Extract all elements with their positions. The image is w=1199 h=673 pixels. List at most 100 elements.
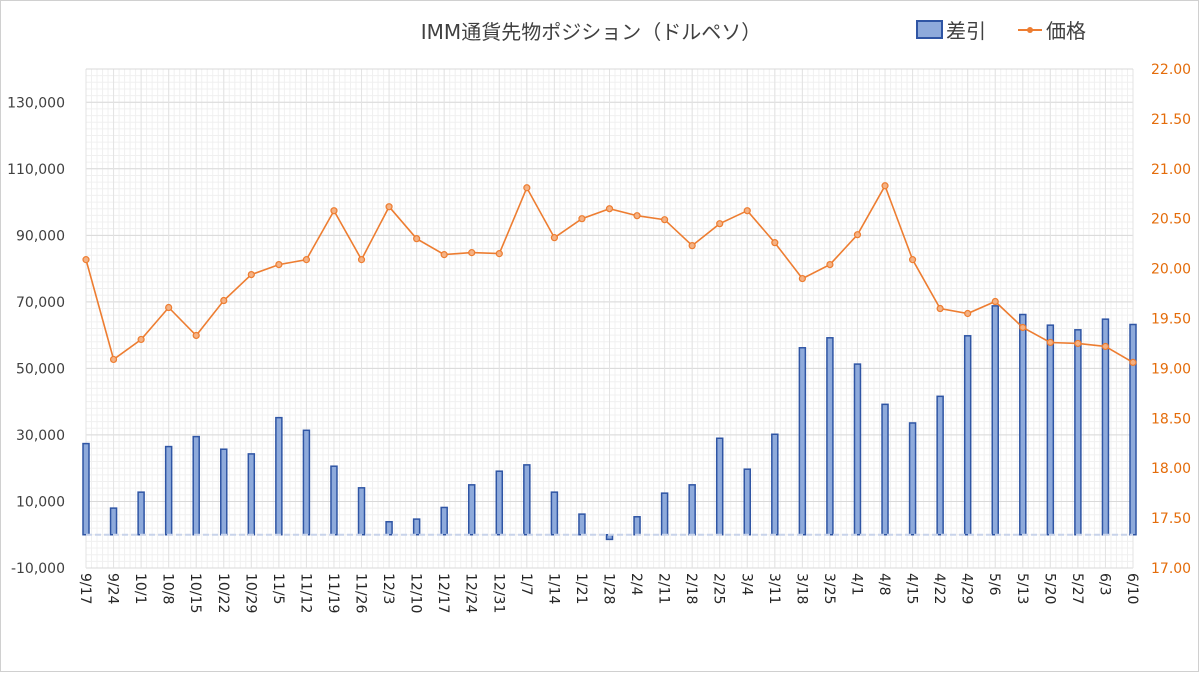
x-tick-label: 10/8: [160, 573, 176, 604]
x-tick-label: 12/24: [463, 573, 479, 613]
bar-2/4: [633, 516, 641, 536]
x-tick-label: 6/10: [1124, 573, 1140, 604]
x-tick-label: 2/25: [711, 573, 727, 604]
x-tick-label: 10/15: [187, 573, 203, 613]
price-point-10/1: [137, 335, 145, 344]
price-point-11/26: [357, 256, 366, 264]
x-tick-label: 3/18: [793, 573, 809, 604]
x-tick-label: 10/22: [215, 573, 231, 613]
price-point-3/4: [743, 207, 751, 215]
x-tick-label: 10/29: [242, 573, 258, 613]
x-tick-label: 1/14: [545, 573, 561, 605]
left-tick-label: 130,000: [7, 95, 65, 111]
bar-5/20: [1046, 324, 1055, 536]
right-tick-label: 17.00: [1151, 561, 1191, 577]
price-point-6/10: [1129, 358, 1137, 367]
x-tick-label: 4/1: [848, 573, 864, 596]
x-tick-label: 11/5: [270, 573, 286, 604]
price-point-5/13: [1019, 323, 1027, 332]
right-tick-label: 22.00: [1151, 62, 1191, 78]
price-point-3/18: [798, 274, 806, 283]
price-point-11/5: [275, 261, 283, 269]
x-tick-label: 11/12: [297, 573, 313, 613]
x-axis-labels: 9/17 9/24 10/1 10/8 10/15 10/22 10/29 11/5 11/12…: [77, 573, 1140, 613]
price-point-5/27: [1074, 339, 1082, 348]
legend-label-bar: 差引: [946, 19, 986, 43]
bar-11/5: [275, 416, 283, 536]
bar-10/1: [137, 491, 145, 536]
bar-1/7: [523, 464, 531, 536]
bar-12/17: [440, 506, 448, 536]
x-tick-label: 4/29: [959, 573, 975, 604]
bar-10/15: [192, 435, 200, 536]
legend: 差引 価格: [916, 19, 1086, 43]
price-point-5/6: [991, 297, 999, 306]
bar-5/6: [991, 305, 999, 536]
price-point-12/24: [468, 249, 476, 257]
x-tick-label: 12/31: [490, 573, 506, 613]
bar-11/12: [302, 429, 311, 536]
price-point-4/29: [964, 309, 972, 318]
price-point-4/1: [853, 231, 862, 239]
bar-1/21: [578, 513, 586, 536]
bar-10/29: [247, 453, 256, 536]
x-tick-label: 5/20: [1041, 573, 1057, 604]
price-point-11/12: [302, 256, 311, 264]
left-tick-label: 10,000: [16, 494, 65, 510]
bar-3/18: [798, 347, 807, 536]
left-tick-label: 30,000: [16, 428, 65, 444]
bar-4/1: [853, 363, 862, 536]
bar-series: [82, 305, 1137, 541]
left-tick-label: 110,000: [7, 162, 65, 178]
bar-11/26: [357, 487, 366, 536]
bar-10/8: [164, 445, 173, 536]
left-axis-labels: -10,000 10,000 30,000 50,000 70,000 90,000 110…: [7, 95, 65, 577]
price-point-6/3: [1101, 342, 1110, 351]
bar-5/13: [1019, 313, 1027, 536]
bar-2/11: [660, 492, 669, 536]
bar-3/11: [771, 433, 779, 536]
bar-10/22: [220, 448, 228, 536]
x-tick-label: 2/4: [628, 573, 644, 596]
price-point-3/11: [771, 239, 779, 247]
x-tick-label: 5/13: [1014, 573, 1030, 604]
price-point-5/20: [1046, 338, 1054, 347]
price-point-10/29: [247, 270, 255, 279]
bar-4/22: [936, 395, 944, 536]
x-tick-label: 11/19: [325, 573, 341, 613]
x-tick-label: 12/10: [408, 573, 424, 613]
x-tick-label: 12/3: [380, 573, 396, 604]
bar-11/19: [330, 465, 338, 536]
right-tick-label: 18.00: [1151, 461, 1191, 477]
price-point-10/22: [220, 296, 228, 305]
price-point-12/3: [385, 203, 393, 211]
bar-9/24: [109, 507, 118, 536]
x-tick-label: 2/11: [656, 573, 672, 604]
bar-12/10: [412, 518, 421, 536]
price-point-11/19: [330, 207, 338, 215]
bar-12/3: [385, 521, 393, 536]
price-point-3/25: [826, 261, 834, 269]
x-tick-label: 1/7: [518, 573, 534, 596]
bar-6/3: [1101, 318, 1110, 536]
right-tick-label: 19.00: [1151, 361, 1191, 377]
x-tick-label: 3/25: [821, 573, 837, 604]
x-tick-label: 2/18: [683, 573, 699, 604]
x-tick-label: 11/26: [353, 573, 369, 613]
price-point-1/7: [523, 184, 531, 192]
right-tick-label: 19.50: [1151, 312, 1191, 328]
legend-line-marker: [1027, 27, 1033, 33]
price-point-12/17: [440, 251, 448, 259]
right-tick-label: 20.50: [1151, 212, 1191, 228]
price-point-2/18: [688, 242, 696, 250]
price-point-10/15: [192, 331, 200, 340]
bar-12/24: [467, 484, 476, 536]
line-series: [82, 182, 1137, 367]
price-point-9/24: [109, 355, 118, 364]
major-gridlines: [85, 68, 1134, 569]
bar-1/14: [550, 491, 559, 536]
price-point-2/11: [661, 216, 669, 224]
chart-title: IMM通貨先物ポジション（ドルペソ）: [421, 20, 761, 44]
x-tick-label: 3/4: [738, 573, 754, 596]
bar-9/17: [82, 442, 90, 536]
